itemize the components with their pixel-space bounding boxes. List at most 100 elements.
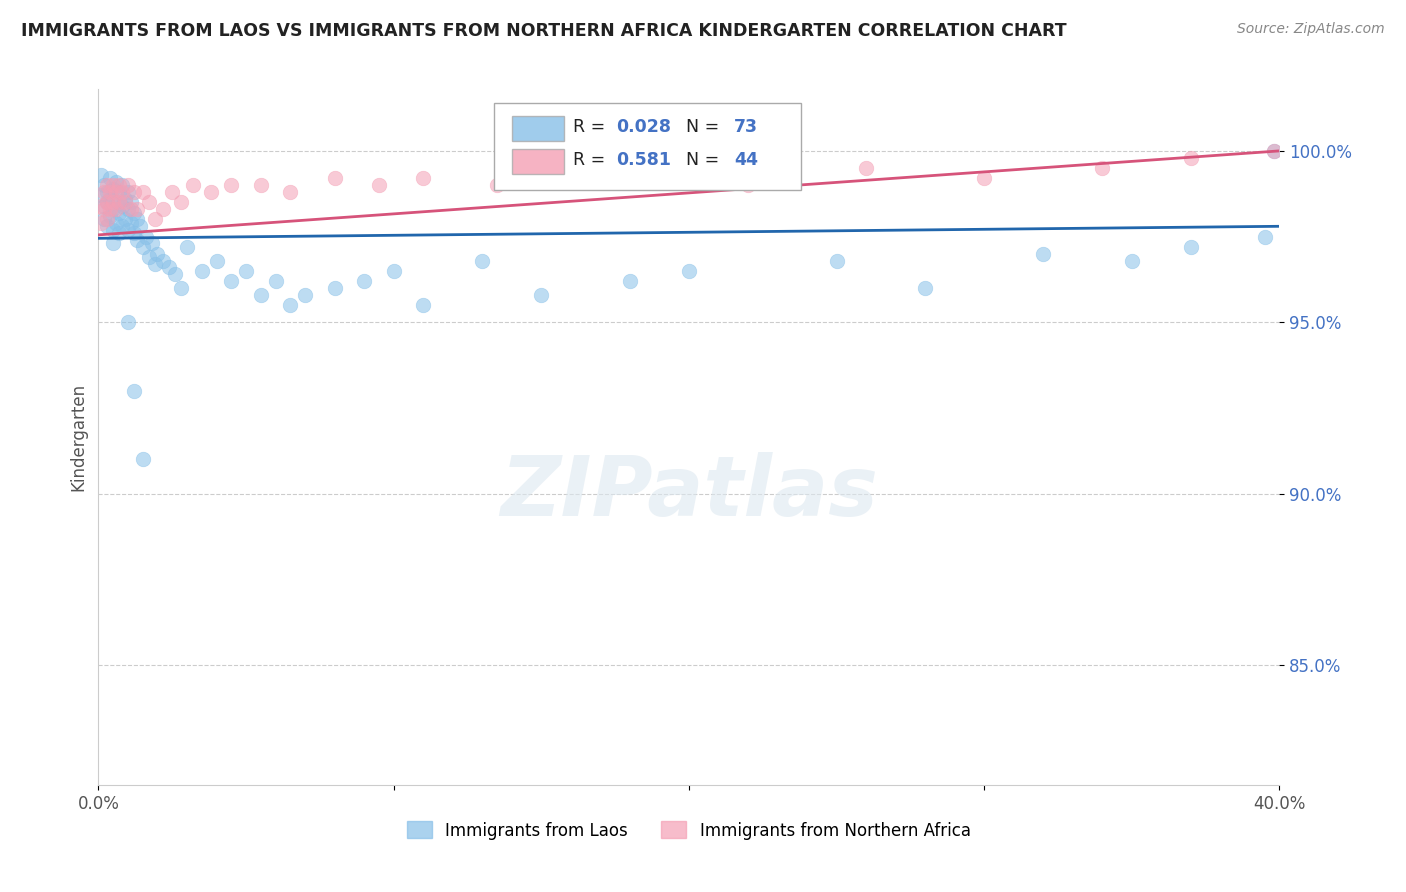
Point — [1121, 253, 1143, 268]
Point — [90, 216, 112, 230]
Point — [108, 178, 131, 193]
Text: 0.581: 0.581 — [616, 151, 671, 169]
Point — [98, 185, 121, 199]
Point — [120, 202, 142, 216]
Text: IMMIGRANTS FROM LAOS VS IMMIGRANTS FROM NORTHERN AFRICA KINDERGARTEN CORRELATION: IMMIGRANTS FROM LAOS VS IMMIGRANTS FROM … — [21, 22, 1067, 40]
Point — [98, 171, 121, 186]
Point — [96, 219, 118, 234]
Point — [486, 178, 509, 193]
Point — [117, 223, 139, 237]
Point — [93, 178, 115, 193]
Point — [108, 205, 131, 219]
Point — [103, 195, 125, 210]
Point — [105, 185, 128, 199]
Point — [825, 253, 848, 268]
Point — [1254, 229, 1277, 244]
Point — [855, 161, 877, 175]
Point — [122, 384, 145, 398]
Point — [90, 168, 112, 182]
Point — [619, 274, 641, 288]
Point — [323, 171, 346, 186]
Point — [221, 274, 243, 288]
Point — [108, 195, 131, 210]
Point — [98, 209, 121, 223]
Point — [412, 171, 434, 186]
Point — [111, 178, 134, 193]
Point — [162, 185, 183, 199]
Point — [181, 178, 204, 193]
Text: R =: R = — [574, 151, 612, 169]
Point — [146, 246, 169, 260]
Point — [103, 178, 125, 193]
Text: N =: N = — [675, 151, 724, 169]
Point — [250, 288, 273, 302]
Point — [132, 452, 155, 467]
Point — [678, 264, 700, 278]
Y-axis label: Kindergarten: Kindergarten — [69, 383, 87, 491]
Point — [368, 178, 391, 193]
Point — [93, 202, 115, 216]
Point — [117, 185, 139, 199]
Point — [108, 226, 131, 240]
FancyBboxPatch shape — [512, 149, 564, 174]
Point — [737, 178, 759, 193]
Point — [170, 281, 193, 295]
Point — [105, 216, 128, 230]
FancyBboxPatch shape — [494, 103, 801, 190]
Point — [530, 288, 553, 302]
Point — [235, 264, 257, 278]
Point — [143, 212, 166, 227]
Point — [221, 178, 243, 193]
Point — [200, 185, 222, 199]
Text: 44: 44 — [734, 151, 758, 169]
Point — [1180, 240, 1202, 254]
Point — [1032, 246, 1054, 260]
Text: N =: N = — [675, 119, 724, 136]
Point — [96, 212, 118, 227]
Point — [120, 195, 142, 210]
Point — [280, 185, 302, 199]
Point — [114, 192, 136, 206]
Point — [648, 171, 671, 186]
Point — [90, 188, 112, 202]
Text: 73: 73 — [734, 119, 758, 136]
Point — [117, 202, 139, 216]
Point — [191, 264, 214, 278]
FancyBboxPatch shape — [512, 116, 564, 141]
Point — [96, 185, 118, 199]
Point — [165, 267, 187, 281]
Point — [412, 298, 434, 312]
Point — [96, 195, 118, 210]
Point — [117, 315, 139, 329]
Point — [138, 250, 160, 264]
Point — [98, 202, 121, 216]
Point — [125, 233, 148, 247]
Text: R =: R = — [574, 119, 612, 136]
Point — [125, 202, 148, 216]
Point — [1091, 161, 1114, 175]
Point — [152, 253, 174, 268]
Point — [914, 281, 936, 295]
Point — [93, 212, 115, 227]
Point — [143, 257, 166, 271]
Point — [93, 185, 115, 199]
Point — [120, 216, 142, 230]
Text: 0.028: 0.028 — [616, 119, 671, 136]
Point — [108, 185, 131, 199]
Point — [138, 195, 160, 210]
Point — [176, 240, 198, 254]
Point — [1180, 151, 1202, 165]
Text: Source: ZipAtlas.com: Source: ZipAtlas.com — [1237, 22, 1385, 37]
Point — [93, 199, 115, 213]
Text: ZIPatlas: ZIPatlas — [501, 452, 877, 533]
Point — [117, 178, 139, 193]
Point — [103, 181, 125, 195]
Point — [264, 274, 287, 288]
Point — [132, 185, 155, 199]
Point — [135, 229, 157, 244]
Point — [122, 226, 145, 240]
Point — [170, 195, 193, 210]
Point — [103, 202, 125, 216]
Point — [122, 185, 145, 199]
Point — [128, 219, 150, 234]
